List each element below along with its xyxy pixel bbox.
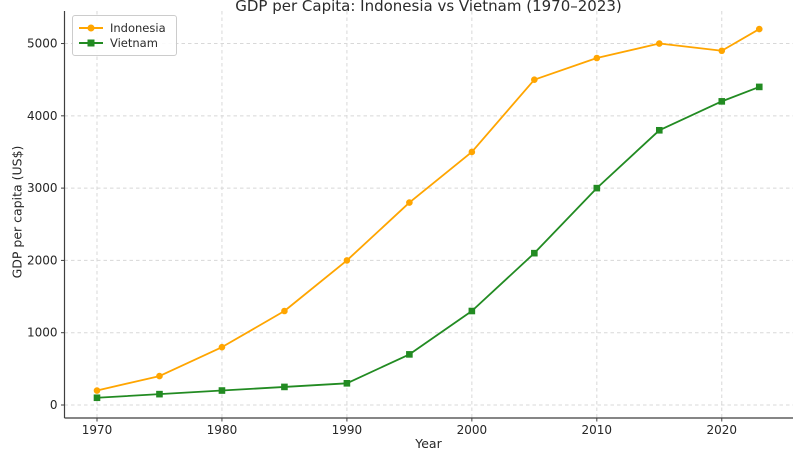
data-point-vietnam [718,98,726,105]
data-point-vietnam [156,390,163,398]
y-tick-label: 5000 [27,37,58,51]
legend-item-vietnam: Vietnam [79,36,166,52]
data-point-vietnam [406,351,413,358]
data-point-indonesia [218,343,226,351]
data-point-vietnam [93,394,101,402]
vietnam-square-marker-icon [87,39,95,47]
y-axis-label: GDP per capita (US$) [9,145,25,279]
y-tick-label: 0 [50,398,58,412]
x-tick-label: 2020 [707,423,738,437]
data-point-indonesia [718,47,726,55]
vietnam-legend-line-icon [79,39,103,47]
data-point-vietnam [655,126,663,134]
series-line-vietnam [96,86,761,399]
legend-label-indonesia: Indonesia [110,20,166,35]
indonesia-circle-marker-icon [87,24,95,32]
x-tick-label: 2010 [582,423,613,437]
chart-title: GDP per Capita: Indonesia vs Vietnam (19… [235,0,622,15]
data-point-indonesia [655,40,663,47]
y-tick-label: 1000 [27,326,58,340]
data-point-indonesia [281,307,288,315]
data-point-indonesia [406,199,413,206]
data-point-indonesia [531,76,538,83]
data-point-vietnam [468,307,476,315]
x-axis-label: Year [415,436,442,451]
data-point-indonesia [755,25,763,33]
data-point-vietnam [281,383,288,391]
data-point-indonesia [156,372,163,380]
data-point-indonesia [93,387,101,394]
data-point-vietnam [531,249,538,257]
x-tick-label: 1980 [207,423,238,437]
data-point-indonesia [593,54,601,62]
data-point-vietnam [593,184,601,192]
data-point-indonesia [468,148,476,156]
y-tick-label: 4000 [27,109,58,123]
legend-label-vietnam: Vietnam [110,36,158,51]
x-tick-label: 2000 [457,423,488,437]
data-point-indonesia [343,257,351,264]
data-point-vietnam [755,83,763,91]
x-tick-label: 1970 [82,423,113,437]
series-line-indonesia [96,28,761,392]
data-point-vietnam [218,387,226,394]
y-tick-label: 2000 [27,253,58,267]
indonesia-legend-line-icon [79,24,103,32]
x-tick-label: 1990 [332,423,363,437]
y-tick-label: 3000 [27,181,58,195]
legend-item-indonesia: Indonesia [79,20,166,36]
legend: Indonesia Vietnam [72,15,177,56]
data-point-vietnam [343,380,351,387]
